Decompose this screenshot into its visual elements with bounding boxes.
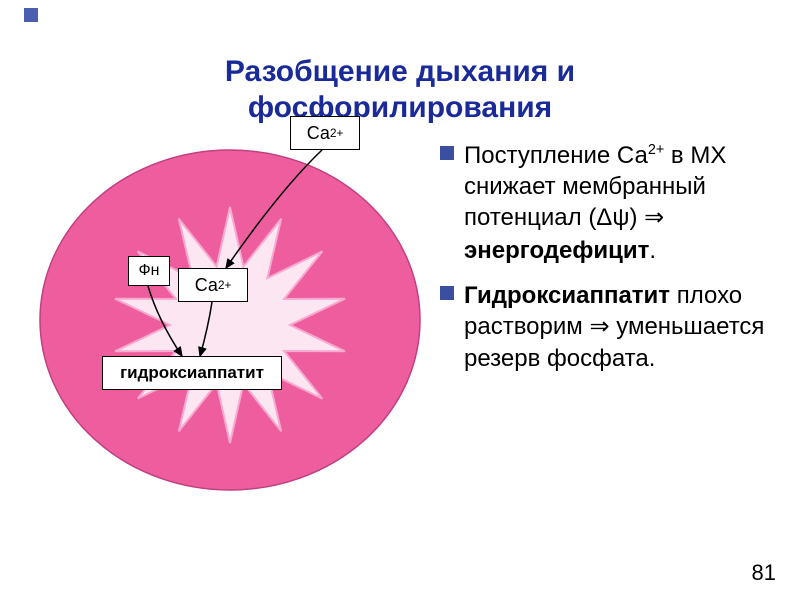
slide-title: Разобщение дыхания и фосфорилирования	[0, 18, 800, 126]
bullet-marker-icon	[440, 286, 454, 300]
bullet-list: Поступление Са2+ в МХ снижает мембранный…	[440, 140, 780, 388]
page-number: 81	[752, 560, 776, 586]
bullet-marker-icon	[440, 146, 454, 160]
bullet-item: Поступление Са2+ в МХ снижает мембранный…	[440, 140, 780, 266]
bullet-text: Гидроксиаппатит плохо растворим ⇒ уменьш…	[464, 280, 780, 375]
mitochondria-diagram: Са2+ Фн Са2+ гидроксиаппатит	[30, 120, 430, 500]
bullet-item: Гидроксиаппатит плохо растворим ⇒ уменьш…	[440, 280, 780, 375]
diagram-svg	[30, 120, 430, 520]
label-ca-mid: Са2+	[178, 268, 248, 302]
label-hydroxyapatite: гидроксиаппатит	[102, 356, 282, 390]
title-text: Разобщение дыхания и фосфорилирования	[225, 55, 575, 124]
bullet-text: Поступление Са2+ в МХ снижает мембранный…	[464, 140, 780, 266]
label-ca-top: Са2+	[290, 116, 360, 150]
label-fn: Фн	[128, 256, 170, 286]
